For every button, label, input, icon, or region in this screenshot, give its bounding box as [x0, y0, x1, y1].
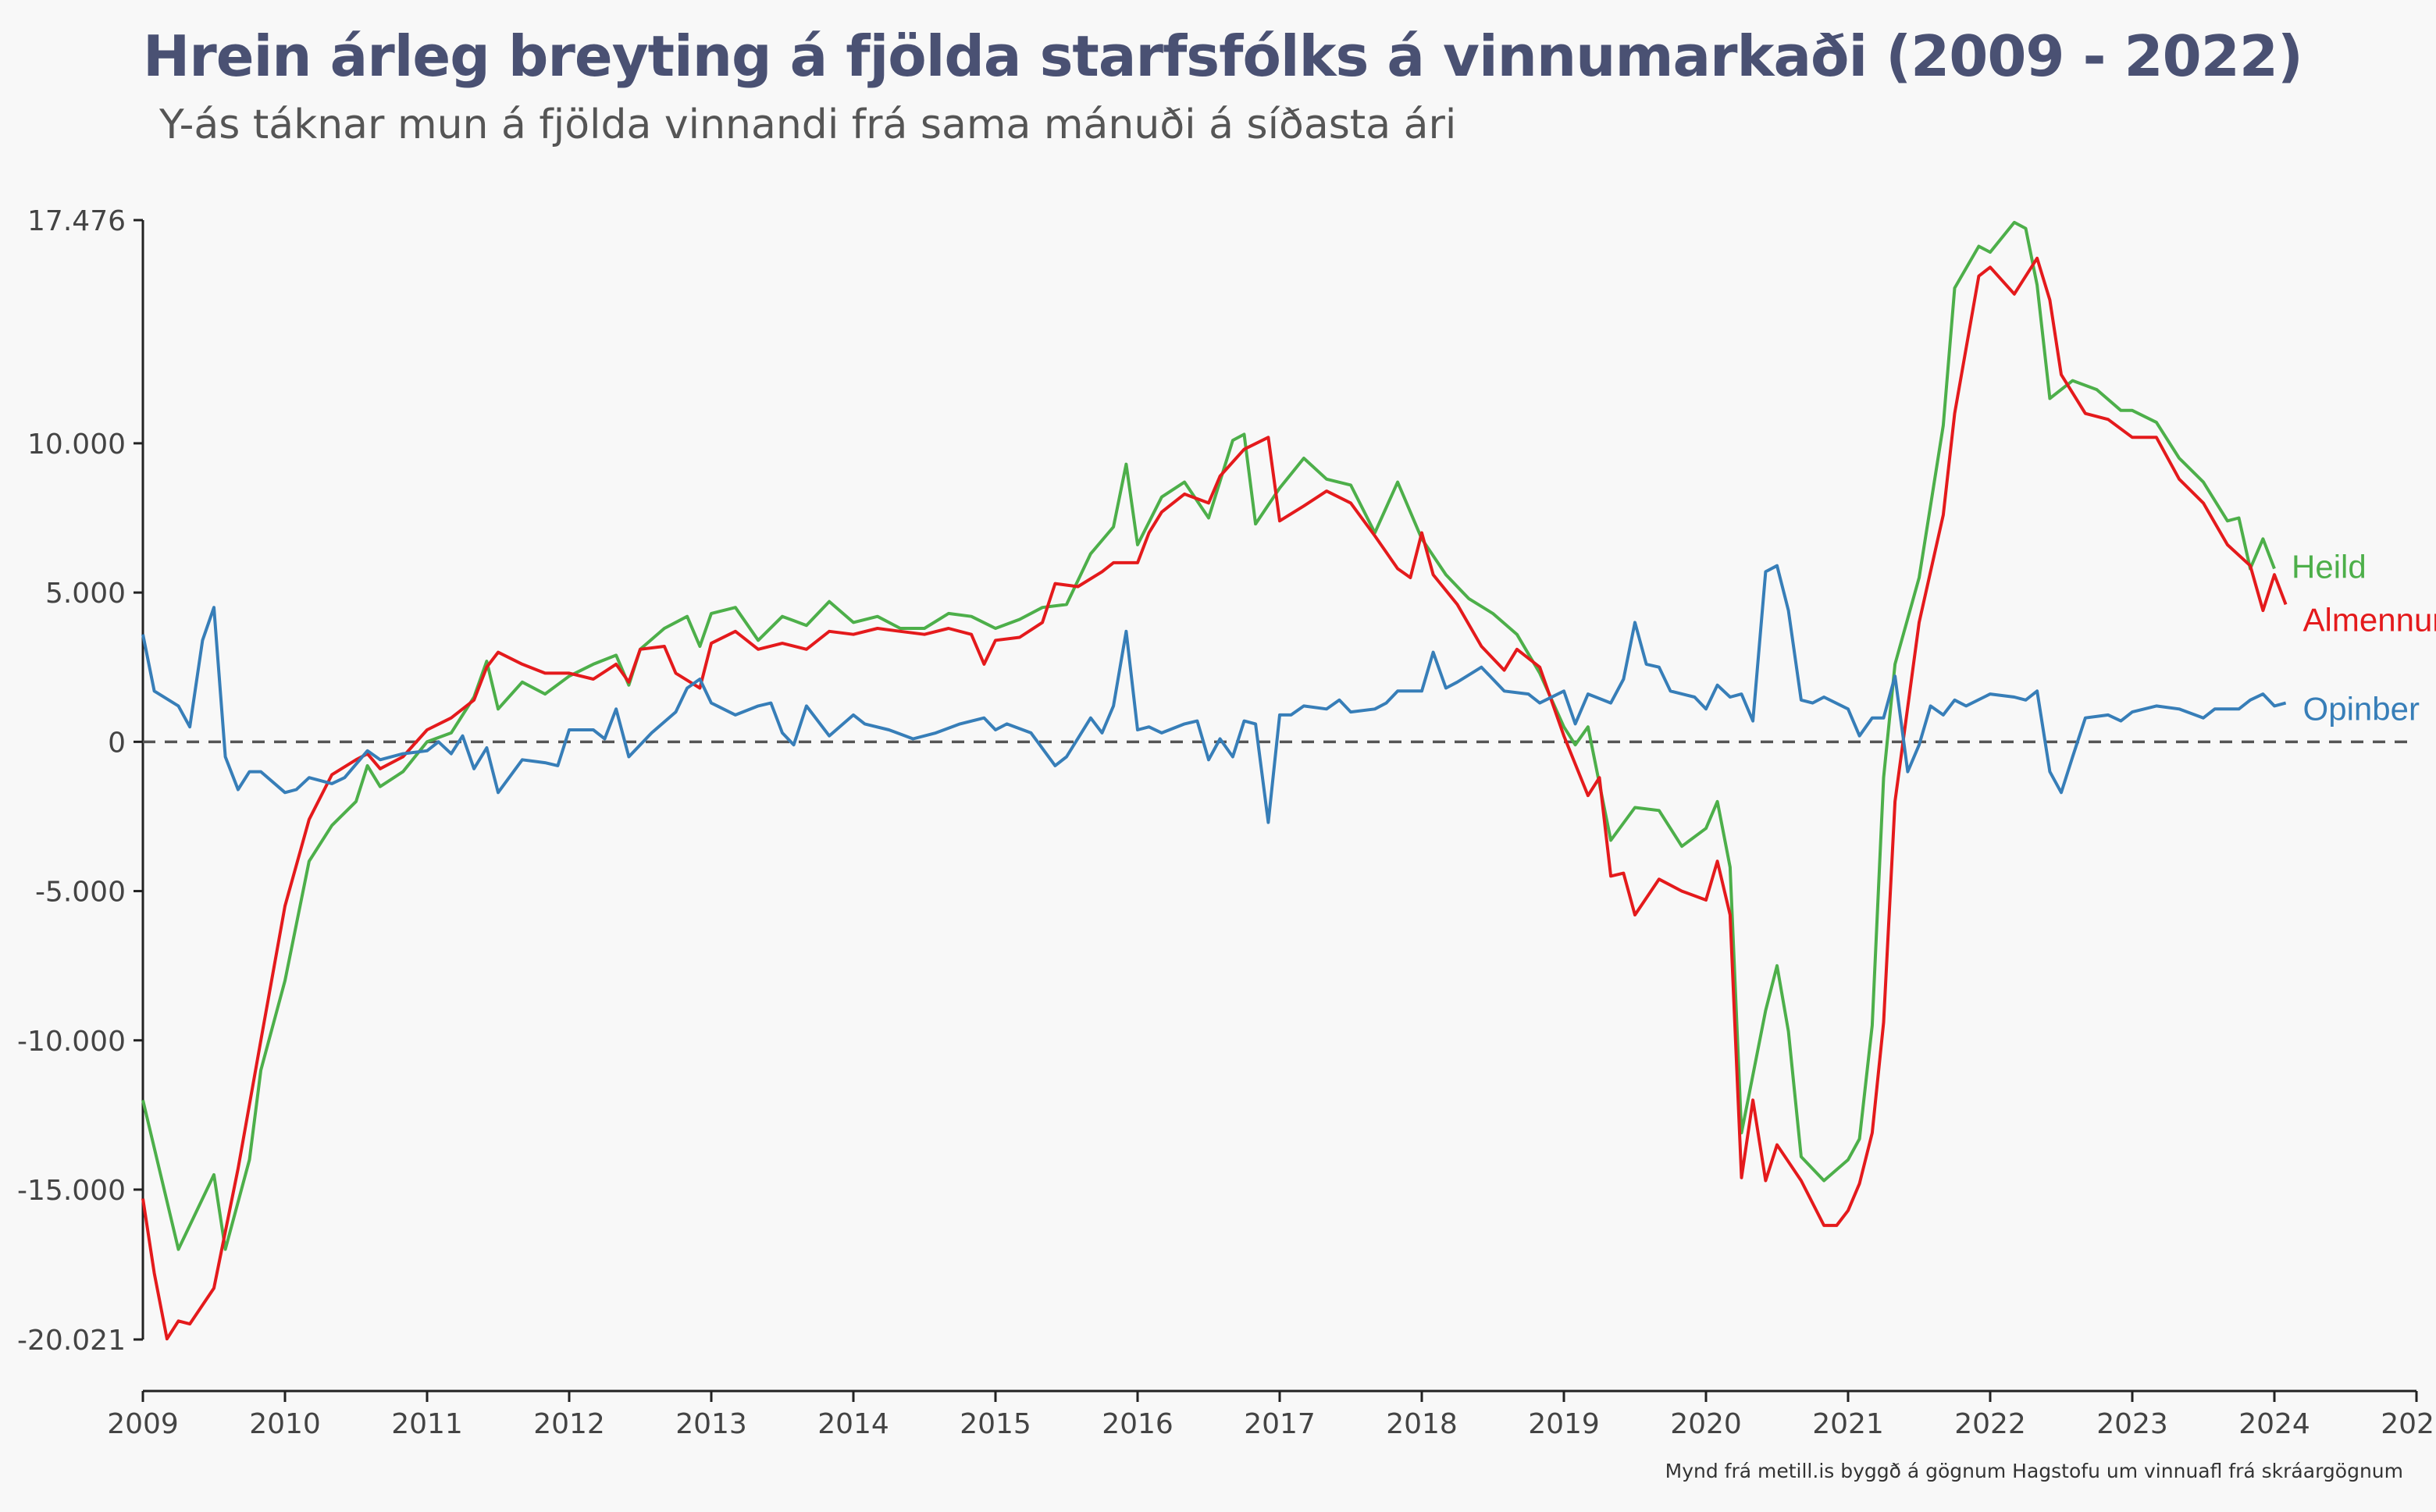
- x-tick-label: 2016: [1102, 1408, 1173, 1440]
- y-tick-label: 17.476: [27, 205, 126, 237]
- series-line-almennur: [141, 256, 2288, 1341]
- y-tick-label: -5.000: [35, 877, 126, 909]
- series-labels: Heild Almennur Opinber: [2292, 549, 2436, 728]
- x-tick-label: 2010: [249, 1408, 321, 1440]
- y-tick-label: 0: [108, 727, 126, 759]
- x-tick-label: 2020: [1670, 1408, 1742, 1440]
- chart-title: Hrein árleg breyting á fjölda starfsfólk…: [143, 23, 2303, 89]
- y-tick-label: 10.000: [27, 429, 126, 461]
- x-tick-label: 2022: [1954, 1408, 2026, 1440]
- series-lines: [141, 220, 2288, 1341]
- y-tick-label: 5.000: [45, 578, 126, 610]
- series-label-heild: Heild: [2292, 549, 2367, 585]
- series-label-opinber: Opinber: [2303, 691, 2420, 728]
- axes: 17.476 10.000 5.000 0 -5.000 -10.000 -15.000 -2…: [17, 205, 2436, 1440]
- x-tick-label: 2009: [107, 1408, 179, 1440]
- x-tick-label: 2013: [675, 1408, 747, 1440]
- x-tick-label: 2017: [1244, 1408, 1316, 1440]
- x-tick-label: 2018: [1386, 1408, 1458, 1440]
- source-caption: Mynd frá metill.is byggð á gögnum Hagsto…: [1665, 1460, 2403, 1482]
- y-tick-label: -10.000: [17, 1026, 126, 1058]
- y-tick-label: -20.021: [17, 1325, 126, 1357]
- x-tick-label: 2024: [2238, 1408, 2310, 1440]
- x-tick-label: 2011: [391, 1408, 463, 1440]
- series-line-opinber: [141, 564, 2287, 824]
- x-tick-label: 2012: [533, 1408, 605, 1440]
- x-tick-label: 2019: [1528, 1408, 1600, 1440]
- x-tick-label: 2021: [1812, 1408, 1884, 1440]
- x-tick-label: 2015: [960, 1408, 1031, 1440]
- x-tick-label: 2023: [2096, 1408, 2168, 1440]
- chart-subtitle: Y-ás táknar mun á fjölda vinnandi frá sa…: [159, 101, 1457, 148]
- x-tick-label: 2025: [2381, 1408, 2436, 1440]
- y-tick-label: -15.000: [17, 1175, 126, 1207]
- series-label-almennur: Almennur: [2303, 601, 2436, 638]
- series-line-heild: [141, 220, 2276, 1251]
- x-tick-label: 2014: [817, 1408, 889, 1440]
